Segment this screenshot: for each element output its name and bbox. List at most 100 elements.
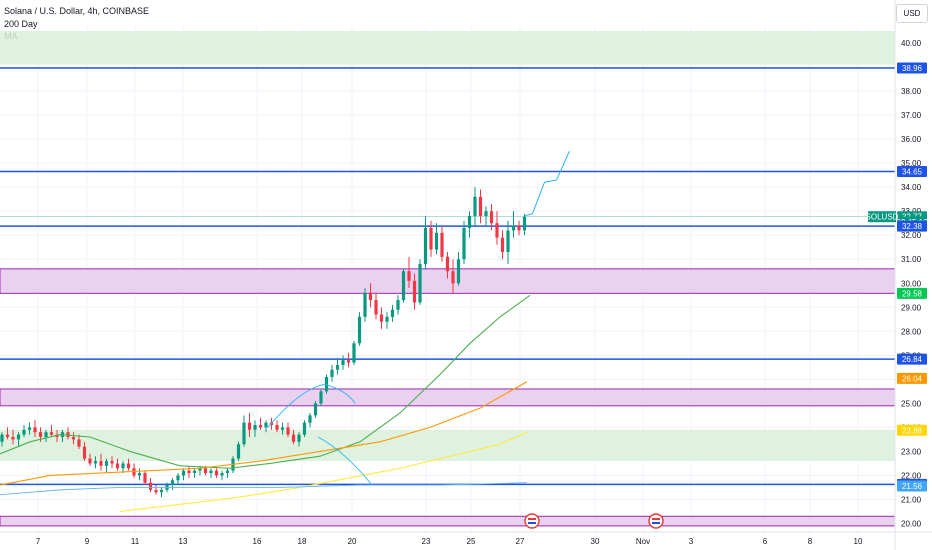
us-flag-stripe-icon [528, 522, 536, 524]
ma-orange-line [0, 381, 528, 486]
candle-body [187, 470, 191, 474]
candle-body [407, 271, 411, 281]
us-flag-stripe-icon [652, 522, 660, 524]
us-flag-stripe-icon [652, 518, 660, 520]
candle-body [434, 232, 439, 250]
time-tick-label: 10 [854, 537, 863, 546]
candle-body [121, 463, 125, 469]
price-tick-label: 36.00 [901, 135, 922, 144]
candle-body [440, 232, 444, 257]
time-tick-label: 16 [253, 537, 262, 546]
time-tick-label: 20 [348, 537, 357, 546]
candle-body [176, 475, 180, 481]
time-tick-label: 13 [179, 537, 188, 546]
time-tick-label: 8 [808, 537, 813, 546]
price-badge-label: 23.88 [902, 426, 923, 435]
ma-green-line [0, 294, 531, 469]
price-badge-label: 32.38 [902, 222, 923, 231]
candle-body [27, 427, 32, 430]
candle-body [495, 223, 499, 238]
candle-body [126, 463, 131, 469]
price-tick-label: 21.00 [901, 495, 922, 504]
candle-body [198, 468, 202, 471]
candle-body [275, 424, 279, 430]
candle-body [82, 446, 87, 459]
candle-body [473, 196, 477, 216]
us-flag-stripe-icon [528, 518, 536, 520]
price-badge [897, 287, 927, 299]
candle-body [346, 360, 351, 363]
candle-body [429, 227, 433, 250]
candle-body [330, 369, 334, 377]
candle-body [396, 300, 400, 310]
candle-body [313, 403, 318, 416]
price-tick-label: 35.00 [901, 159, 922, 168]
price-badge-label: 21.56 [902, 482, 923, 491]
price-tick-label: 20.00 [901, 520, 922, 529]
price-badge-label: 34.65 [902, 168, 923, 177]
candle-body [209, 470, 213, 474]
candle-body [214, 470, 219, 476]
candle-body [390, 309, 395, 317]
candle-body [412, 280, 417, 303]
candle-body [253, 424, 257, 430]
price-badge [897, 353, 927, 365]
time-tick-label: 7 [36, 537, 41, 546]
price-badge [897, 372, 927, 384]
currency-button[interactable]: USD [896, 4, 928, 23]
candle-body [77, 439, 81, 447]
candle-body [66, 432, 70, 438]
candle-body [159, 489, 164, 493]
candle-body [500, 237, 505, 253]
candle-body [203, 468, 208, 474]
price-badge-label: 29.58 [902, 289, 923, 298]
candle-body [242, 422, 246, 445]
candle-body [170, 480, 175, 486]
candle-body [478, 196, 483, 216]
price-tick-label: 28.00 [901, 327, 922, 336]
price-tick-label: 32.00 [901, 231, 922, 240]
chart-title: Solana / U.S. Dollar, 4h, COINBASE [4, 6, 150, 16]
supply-zone [0, 515, 896, 527]
time-tick-label: 23 [422, 537, 431, 546]
candle-body [302, 422, 307, 435]
candle-body [280, 427, 285, 430]
indicator-200-day-label: 200 Day [4, 19, 38, 29]
candle-body [297, 434, 301, 442]
time-tick-label: Nov [636, 537, 650, 546]
candle-body [192, 470, 197, 474]
symbol-badge-label: SOLUSD [866, 213, 899, 222]
price-badge [897, 480, 927, 492]
candle-body [38, 432, 43, 438]
candle-body [181, 470, 186, 476]
candle-body [110, 461, 114, 464]
projection-path [524, 150, 570, 217]
price-badge-label: 26.84 [902, 355, 923, 364]
candle-body [324, 376, 329, 392]
candle-body [335, 364, 340, 370]
time-tick-label: 30 [591, 537, 600, 546]
price-badge [897, 424, 927, 436]
time-tick-label: 3 [689, 537, 694, 546]
candle-body [115, 463, 120, 469]
us-flag-event-icon[interactable] [648, 513, 664, 529]
us-flag-event-icon[interactable] [524, 513, 540, 529]
demand-zone [0, 30, 895, 65]
price-tick-label: 31.00 [901, 255, 922, 264]
price-badge [897, 166, 927, 178]
candle-body [5, 434, 10, 438]
time-tick-label: 9 [85, 537, 90, 546]
time-tick-label: 11 [131, 537, 140, 546]
supply-zone [0, 388, 896, 407]
symbol-badge [868, 211, 896, 223]
candle-body [374, 300, 378, 315]
candle-body [462, 227, 466, 260]
candle-body [104, 461, 109, 466]
candle-body [88, 458, 92, 464]
price-tick-label: 34.00 [901, 183, 922, 192]
candle-body [225, 470, 230, 474]
candle-body [291, 434, 296, 442]
ma-blue-line [0, 482, 528, 496]
candle-body [341, 360, 345, 365]
